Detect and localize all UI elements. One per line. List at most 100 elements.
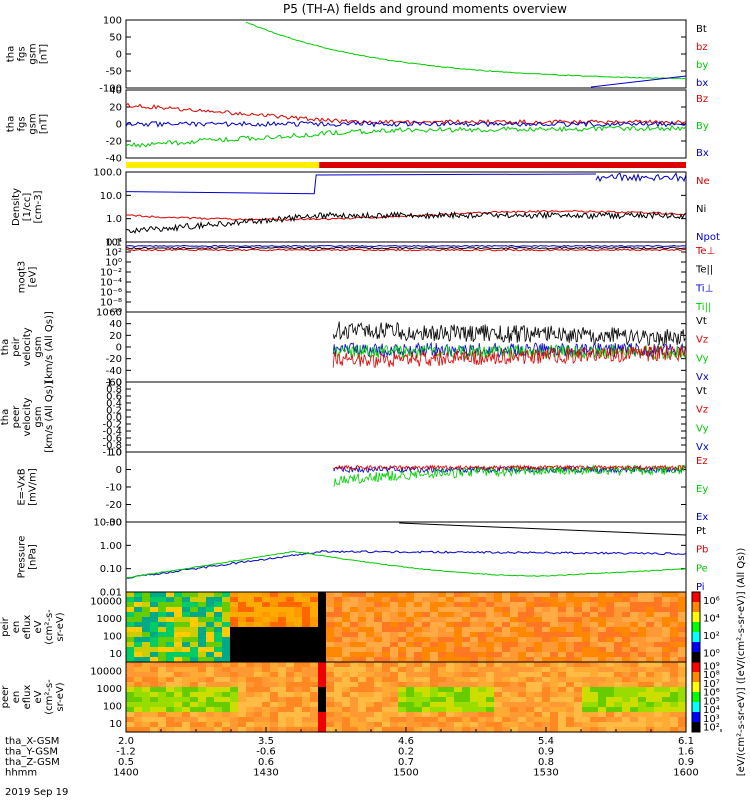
colorbar-step	[692, 592, 700, 603]
y-axis-label-line: [cm-3]	[33, 190, 44, 223]
legend-ne: Ne	[696, 176, 710, 187]
spectrogram-cells	[126, 592, 687, 663]
colorbar-frame	[691, 661, 701, 733]
panel-pressure: 10.00 1.00 0.10 0.01 Pressure[nPa] Pt Pb Pe Pi	[17, 518, 709, 599]
y-tick-label: 20	[109, 103, 122, 114]
x-tick-label: 2.0	[118, 736, 134, 747]
y-tick-label: -1.0	[102, 448, 122, 459]
y-axis-label-line: peer	[0, 685, 11, 709]
y-axis-label-line: peir	[0, 616, 11, 636]
legend-bz: Bz	[696, 94, 708, 105]
series-npot	[125, 173, 597, 195]
x-tick-label: 1400	[113, 768, 138, 779]
series-by	[125, 124, 687, 148]
y-tick-label: 20	[109, 331, 122, 342]
y-axis-label-line: tha	[6, 46, 17, 62]
y-axis-label-line: moqt3	[17, 261, 28, 294]
series-pt	[399, 522, 687, 536]
y-tick-label: 10⁻⁶	[100, 288, 122, 299]
y-axis-label-line: eflux	[22, 615, 33, 640]
colorbar-tick-label: 10⁶	[703, 596, 720, 607]
y-tick-label: 10.00	[93, 518, 122, 529]
y-axis-label-line: eV	[33, 690, 44, 703]
colorbar-tick-label: 10⁰	[703, 648, 720, 659]
legend-bz: bz	[696, 42, 708, 53]
y-tick-label: 10.0	[100, 191, 122, 202]
y-axis-label-line: [km/s (All Qs)]	[44, 381, 55, 453]
y-tick-label: 100	[103, 701, 122, 712]
y-tick-label: 50	[109, 33, 122, 44]
colorbar-step	[692, 632, 700, 643]
x-tick-label: 3.5	[258, 736, 274, 747]
y-tick-label: -0.2	[102, 420, 122, 431]
x-tick-label: 1530	[533, 768, 558, 779]
y-tick-label: 1.0	[106, 214, 122, 225]
y-tick-label: -40	[106, 366, 122, 377]
legend-pt: Pt	[696, 526, 706, 537]
y-tick-label: -20	[106, 137, 122, 148]
colorbar-step	[692, 672, 700, 683]
panel-peer_spec: 10000 1000 100 10 thapeerenefluxeV(cm²-s-sr-…	[0, 661, 687, 733]
x-row-label: tha_X-GSM	[5, 736, 59, 747]
y-axis-label-line: [nT]	[39, 114, 50, 134]
legend-by: by	[696, 60, 708, 71]
panel-efield: 10 0 -10 -20 -30 E=-VxB[mV/m] Ez Ey Ex	[17, 448, 709, 529]
y-axis-label-line: peer	[11, 405, 22, 429]
y-axis-label-line: (cm²-s-	[44, 679, 55, 715]
y-axis-label-line: E=-VxB	[17, 468, 28, 505]
y-tick-label: -0.4	[102, 427, 122, 438]
y-tick-label: 10⁰	[105, 258, 122, 269]
y-tick-label: 0.4	[106, 399, 122, 410]
y-tick-label: 100.0	[93, 168, 122, 179]
colorbar-tick-label: 10⁹	[703, 661, 720, 672]
colorbar-step	[692, 662, 700, 673]
x-tick-label: 1430	[253, 768, 278, 779]
y-tick-label: -60	[106, 378, 122, 389]
colorbar-tick-label: 10²	[703, 631, 720, 642]
legend-te: Te||	[695, 265, 713, 276]
legend-pi: Pi	[696, 582, 705, 593]
legend-vz: Vz	[696, 335, 708, 346]
y-axis-label: Density[1/cc][cm-3]	[11, 188, 44, 226]
x-row-label: tha_Y-GSM	[5, 747, 58, 758]
y-tick-label: 0.6	[106, 392, 122, 403]
y-axis-label: thapeirenefluxeV(cm²-s-sr-eV)	[0, 609, 66, 645]
colorbar-tick-label: 10³	[703, 714, 720, 725]
colorbar-tick-label: 10²	[703, 723, 720, 734]
legend-ti: Ti||	[695, 302, 711, 313]
panel-peir_spec: 10000 1000 100 10 thapeirenefluxeV(cm²-s-sr-…	[0, 591, 687, 663]
colorbar-step	[692, 682, 700, 693]
colorbar-step	[692, 612, 700, 623]
series-bx	[590, 75, 687, 88]
colorbar-step	[692, 702, 700, 713]
series-tiperp	[125, 244, 686, 248]
y-tick-label: 10⁻⁴	[100, 278, 122, 289]
y-tick-label: 0.1	[106, 238, 122, 249]
colorbar-label: [eV/(cm²-s-sr-eV)] ([eV/(cm²-s-sr-eV)] (…	[736, 548, 747, 777]
legend-vt: Vt	[696, 316, 707, 327]
colorbar-peir: 10⁶ 10⁴ 10² 10⁰	[691, 591, 720, 663]
y-axis-label-line: eflux	[22, 685, 33, 710]
y-tick-label: -100	[99, 84, 122, 95]
y-tick-label: 10²	[105, 248, 122, 259]
colorbar-tick-label: 10⁶	[703, 688, 720, 699]
y-tick-label: 10	[109, 649, 122, 660]
y-axis-label-line: fgs	[17, 46, 28, 61]
legend-pb: Pb	[696, 545, 708, 556]
y-tick-label: 1.0	[106, 378, 122, 389]
series-pe	[125, 550, 687, 579]
y-axis-label-line: gsm	[33, 336, 44, 357]
colorbar-tick-label: 10⁴	[703, 705, 720, 716]
y-axis-label-line: velocity	[22, 327, 33, 366]
series-bx	[125, 120, 687, 128]
panel-peer_vel: 1.00.80.60.40.20.0-0.2-0.4-0.6-0.8-1.0 th…	[0, 378, 709, 459]
y-axis-label-line: eV	[33, 620, 44, 633]
x-tick-label: 1600	[673, 768, 698, 779]
series-ex	[332, 465, 686, 474]
y-tick-label: 1000	[97, 614, 122, 625]
series-teperp	[125, 248, 687, 252]
legend-ex: Ex	[696, 512, 708, 523]
